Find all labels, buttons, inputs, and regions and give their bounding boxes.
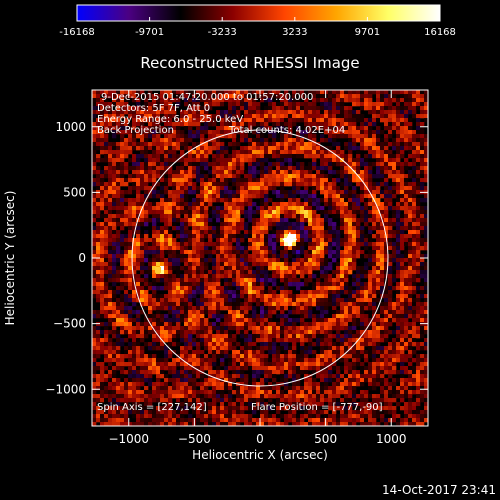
chart-title: Reconstructed RHESSI Image bbox=[140, 54, 359, 72]
y-tick-label: −500 bbox=[53, 317, 86, 331]
y-axis-label: Heliocentric Y (arcsec) bbox=[3, 191, 17, 326]
method-text: Back Projection bbox=[97, 125, 174, 136]
total-counts-text: Total counts: 4.02E+04 bbox=[228, 125, 345, 136]
colorbar-tick-label: 16168 bbox=[424, 27, 456, 38]
x-tick-label: −1000 bbox=[108, 432, 149, 446]
colorbar-ticks: -16168 -9701 -3233 3233 9701 16168 bbox=[59, 17, 456, 38]
footer-timestamp: 14-Oct-2017 23:41 bbox=[382, 483, 496, 497]
time-range-text: 9-Dec-2015 01:47:20.000 to 01:57:20.000 bbox=[101, 92, 313, 103]
x-tick-label: 0 bbox=[256, 432, 264, 446]
energy-range-text: Energy Range: 6.0 - 25.0 keV bbox=[97, 114, 243, 125]
colorbar-tick-label: -9701 bbox=[135, 27, 164, 38]
axes: −1000 −500 0 500 1000 −1000 −500 0 500 1000 bbox=[45, 90, 428, 446]
colorbar-tick-label: 3233 bbox=[282, 27, 307, 38]
colorbar-tick-label: 9701 bbox=[355, 27, 380, 38]
image-area bbox=[92, 90, 428, 426]
colorbar-tick-label: -3233 bbox=[208, 27, 237, 38]
source-core bbox=[155, 266, 162, 273]
y-tick-label: 500 bbox=[63, 185, 86, 199]
x-axis-label: Heliocentric X (arcsec) bbox=[192, 448, 328, 462]
y-tick-label: 1000 bbox=[55, 120, 86, 134]
solar-limb bbox=[131, 129, 389, 387]
colorbar-tick-label: -16168 bbox=[59, 27, 94, 38]
spin-axis-text: Spin Axis = [227,142] bbox=[97, 402, 207, 413]
colorbar bbox=[76, 4, 441, 22]
y-tick-label: 0 bbox=[78, 251, 86, 265]
x-tick-label: 500 bbox=[314, 432, 337, 446]
detectors-text: Detectors: 5F 7F, Att 0 bbox=[97, 103, 210, 114]
image-pixels bbox=[92, 90, 428, 426]
y-tick-label: −1000 bbox=[45, 382, 86, 396]
flare-position-text: Flare Position = [-777,-90] bbox=[251, 402, 383, 413]
x-tick-label: −500 bbox=[178, 432, 211, 446]
x-tick-label: 1000 bbox=[376, 432, 407, 446]
flare-marker bbox=[282, 232, 297, 247]
